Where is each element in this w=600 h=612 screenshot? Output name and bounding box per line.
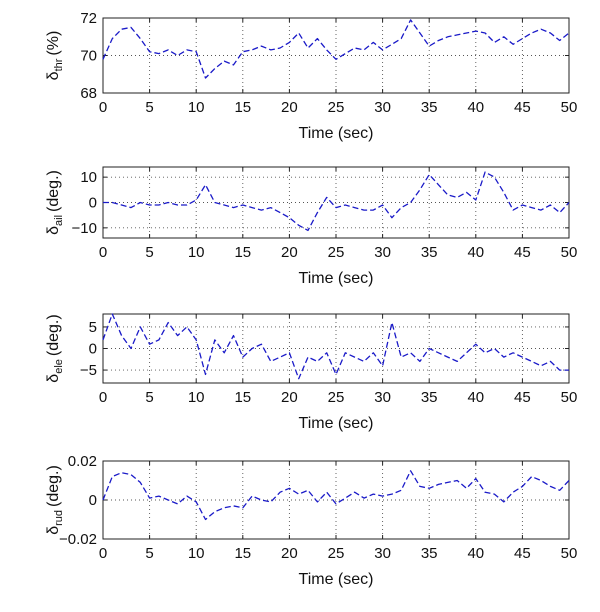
x-tick-label: 20 <box>281 545 298 562</box>
x-tick-label: 50 <box>561 244 578 261</box>
x-tick-label: 40 <box>467 389 484 406</box>
x-tick-label: 10 <box>188 545 205 562</box>
y-tick-label: 0 <box>89 492 97 509</box>
x-tick-label: 25 <box>328 99 345 116</box>
x-tick-label: 30 <box>374 99 391 116</box>
y-axis-label-symbol: δ <box>45 226 62 235</box>
y-axis-label-unit: (deg.) <box>45 170 62 212</box>
x-tick-label: 40 <box>467 545 484 562</box>
x-tick-label: 45 <box>514 244 531 261</box>
x-tick-label: 15 <box>234 244 251 261</box>
x-tick-label: 0 <box>99 99 107 116</box>
y-tick-label: −5 <box>80 362 97 379</box>
x-tick-label: 45 <box>514 99 531 116</box>
x-tick-label: 5 <box>145 99 153 116</box>
x-tick-label: 40 <box>467 244 484 261</box>
y-axis-label: δrud (deg.) <box>45 465 65 535</box>
panel-thr: 0 5 10 15 20 25 30 35 40 45 50 68 70 72 Time (sec) δthr… <box>45 10 577 142</box>
y-tick-label: 70 <box>80 48 97 65</box>
y-axis-label: δele (deg.) <box>45 314 65 382</box>
y-axis-label: δail (deg.) <box>45 170 65 235</box>
x-tick-label: 0 <box>99 389 107 406</box>
x-tick-label: 5 <box>145 389 153 406</box>
y-axis-label-subscript: ail <box>53 215 65 226</box>
x-tick-label: 50 <box>561 545 578 562</box>
x-tick-label: 50 <box>561 389 578 406</box>
y-tick-label: 68 <box>80 85 97 102</box>
series-line-ele <box>102 313 569 380</box>
x-tick-label: 15 <box>234 545 251 562</box>
x-tick-label: 20 <box>281 389 298 406</box>
y-tick-label: −0.02 <box>59 531 97 548</box>
y-axis-label-unit: (deg.) <box>45 465 62 507</box>
y-axis-label-subscript: rud <box>53 510 65 526</box>
series-line-ail <box>103 171 570 232</box>
x-tick-label: 35 <box>421 244 438 261</box>
y-axis-label-unit: (deg.) <box>45 314 62 356</box>
x-tick-label: 35 <box>421 99 438 116</box>
y-axis-label-subscript: thr <box>53 58 65 71</box>
y-axis-label: δthr (%) <box>45 31 65 81</box>
y-tick-label: 10 <box>80 169 97 186</box>
y-tick-label: 72 <box>80 10 97 27</box>
x-tick-label: 25 <box>328 244 345 261</box>
x-tick-label: 0 <box>99 545 107 562</box>
y-tick-label: 0 <box>89 195 97 212</box>
x-tick-label: 35 <box>421 545 438 562</box>
x-axis-label: Time (sec) <box>299 125 374 142</box>
x-tick-label: 40 <box>467 99 484 116</box>
x-tick-label: 30 <box>374 244 391 261</box>
y-axis-label-symbol: δ <box>45 374 62 383</box>
x-tick-label: 10 <box>188 99 205 116</box>
x-tick-label: 45 <box>514 389 531 406</box>
x-tick-label: 15 <box>234 389 251 406</box>
y-axis-label-unit: (%) <box>45 31 62 56</box>
series-line-rud <box>102 470 570 521</box>
x-axis-label: Time (sec) <box>299 415 374 432</box>
x-axis-label: Time (sec) <box>299 571 374 588</box>
x-tick-label: 10 <box>188 389 205 406</box>
series-line-thr <box>102 19 570 79</box>
x-tick-label: 20 <box>281 99 298 116</box>
x-tick-label: 5 <box>145 244 153 261</box>
y-axis-label-symbol: δ <box>45 526 62 535</box>
y-axis-label-subscript: ele <box>53 359 65 374</box>
x-tick-label: 35 <box>421 389 438 406</box>
y-tick-label: 0.02 <box>68 453 97 470</box>
x-tick-label: 30 <box>374 389 391 406</box>
x-tick-label: 50 <box>561 99 578 116</box>
x-tick-label: 0 <box>99 244 107 261</box>
y-tick-label: 0 <box>89 341 97 358</box>
x-tick-label: 30 <box>374 545 391 562</box>
x-tick-label: 20 <box>281 244 298 261</box>
x-axis-label: Time (sec) <box>299 270 374 287</box>
x-tick-label: 10 <box>188 244 205 261</box>
x-tick-label: 5 <box>145 545 153 562</box>
x-tick-label: 25 <box>328 545 345 562</box>
x-tick-label: 45 <box>514 545 531 562</box>
x-tick-label: 15 <box>234 99 251 116</box>
y-tick-label: −10 <box>72 220 97 237</box>
y-axis-label-symbol: δ <box>45 71 62 80</box>
x-tick-label: 25 <box>328 389 345 406</box>
y-tick-label: 5 <box>89 319 97 336</box>
